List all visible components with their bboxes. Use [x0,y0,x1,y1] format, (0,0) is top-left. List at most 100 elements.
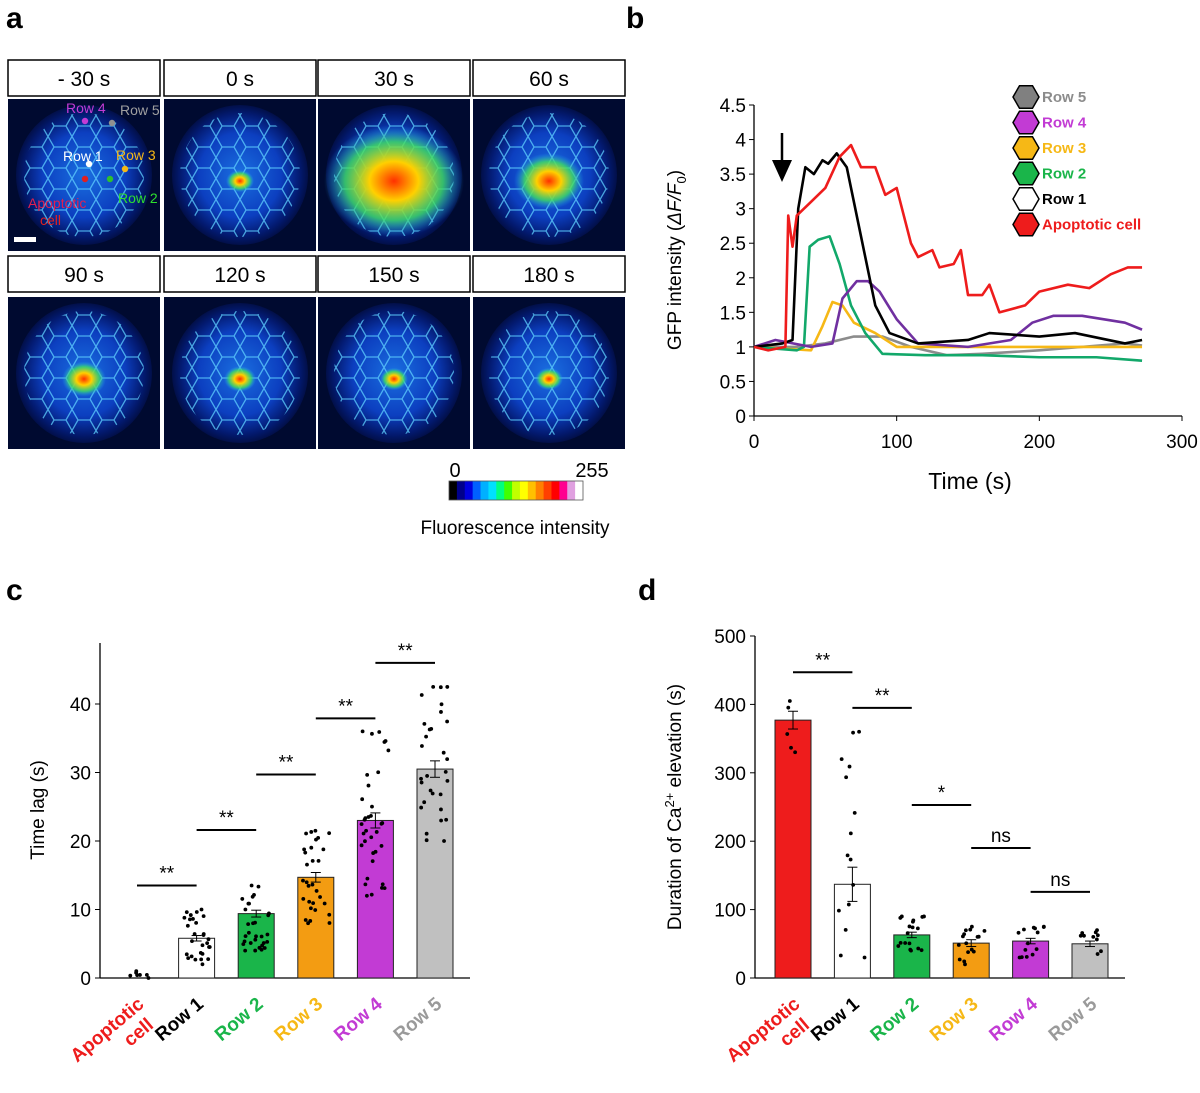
data-point [321,847,326,852]
data-point [969,947,974,952]
colorbar-title: Fluorescence intensity [420,518,610,539]
data-point [371,851,376,855]
cell-marker [108,119,116,127]
time-header-box [317,59,471,97]
category-label-line: Row 3 [271,994,327,1046]
category-label-line: Row 3 [926,994,982,1046]
category-label: Apoptoticcell [67,993,163,1083]
data-point [191,917,195,921]
legend-label: Row 4 [1042,115,1087,132]
y-tick-label: 3 [735,200,746,221]
annotation-row3: Row 3 [116,147,156,163]
data-point [311,901,316,906]
data-point [438,792,443,797]
data-point [424,838,429,843]
data-point [322,901,327,906]
data-point [243,934,248,939]
data-point [786,705,791,710]
cell-marker [81,175,89,183]
data-point [146,976,151,980]
category-label-line: Row 5 [1045,993,1102,1045]
time-header-label: 30 s [374,68,414,91]
colorbar-swatch [456,481,466,500]
data-point [896,944,901,948]
data-point [188,913,193,917]
data-point [306,883,311,888]
data-point [442,839,446,843]
data-point [365,876,370,881]
legend-label: Row 1 [1042,191,1086,208]
calcium-signal [380,367,408,391]
colorbar-swatch [519,481,529,500]
data-point [962,959,967,964]
colorbar-swatch [512,481,521,500]
panel-b-line-chart: 0 0.5 1 1.5 2 2.5 3 3.5 4 4.5 0 100 200 300 Time (s) GF… [665,84,1198,494]
data-point [1082,933,1086,938]
data-point [922,914,926,919]
data-point [851,730,855,735]
significance-label: ** [815,650,830,671]
data-point [361,831,366,836]
colorbar-swatch [575,481,584,500]
data-point [243,948,248,953]
data-point [847,764,852,769]
data-point [200,943,205,948]
data-point [360,729,365,734]
category-label-line: Row 1 [151,993,208,1045]
data-point [862,955,867,960]
category-label: Row 1 [151,993,208,1045]
data-point [207,945,212,949]
data-point [256,884,261,889]
significance-label: ** [398,641,413,662]
time-header-box [472,59,626,97]
y-tick-label: 2.5 [720,234,746,255]
y-tick-label: 300 [714,764,746,785]
cell-marker [106,175,114,183]
data-point [194,920,199,925]
category-label: Row 4 [985,993,1042,1045]
series-line-apoptotic-cell [753,143,1143,352]
time-header-label: 90 s [64,264,104,287]
data-point [848,831,853,836]
data-point [192,932,197,936]
data-point [843,927,848,932]
y-tick-label: 200 [714,832,746,853]
data-point [908,947,913,952]
panel-label-c: c [6,574,23,607]
data-point [359,843,364,848]
category-label-line: Row 5 [390,993,447,1045]
data-point [424,831,429,836]
time-header-box [472,255,626,293]
significance-label: ** [279,753,294,774]
series-line-row-2 [753,235,1143,363]
data-point [419,693,424,697]
data-point [188,917,192,922]
y-axis-title-part: Duration of Ca [665,807,686,930]
category-label: Apoptoticcell [723,993,819,1083]
bar-row-2 [893,934,931,979]
data-point [439,710,443,714]
data-point [182,915,187,920]
data-point [205,941,210,946]
y-axis-title-subscript: 0 [674,176,689,183]
data-point [386,748,391,753]
data-point [438,685,443,690]
stimulus-arrow-icon [772,160,792,182]
data-point [313,828,318,833]
data-point [265,939,270,944]
data-point [193,957,198,962]
data-point [248,941,253,945]
data-point [382,886,387,891]
data-point [363,816,368,821]
data-point [439,818,443,823]
annotation-row2: Row 2 [118,190,158,206]
bar-row-4 [1012,940,1050,979]
category-label-line: Row 1 [807,993,864,1045]
annotation-row1: Row 1 [63,148,103,164]
data-point [422,721,427,726]
data-point [360,797,365,802]
data-point [301,878,305,883]
y-tick-label: 2 [735,269,746,290]
x-tick-label: 0 [749,432,760,453]
